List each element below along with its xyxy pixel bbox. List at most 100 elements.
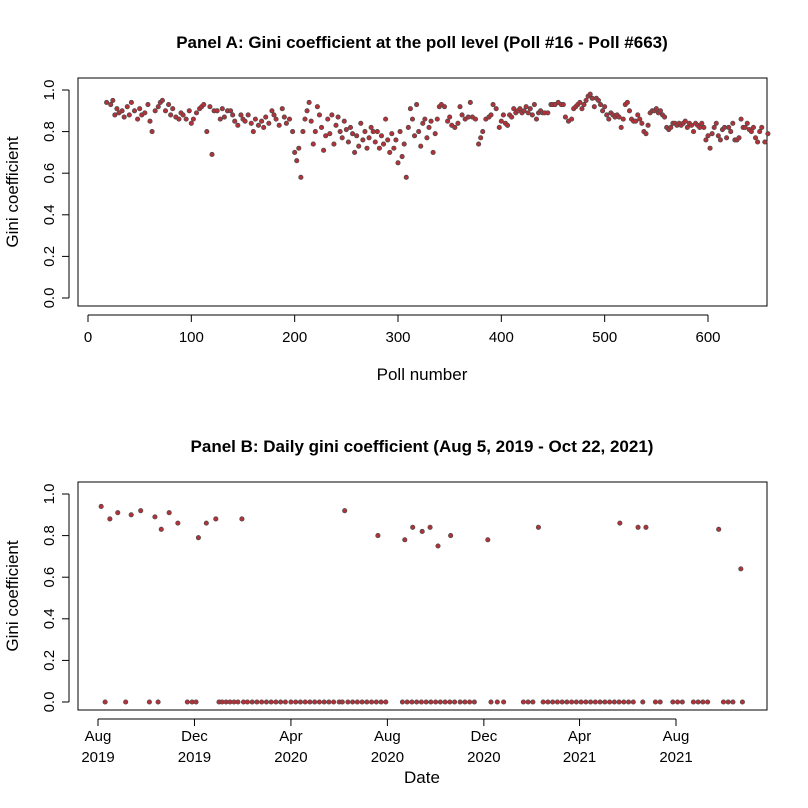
data-point (583, 699, 589, 705)
data-point (559, 699, 565, 705)
data-point (249, 699, 255, 705)
data-point (331, 699, 337, 705)
data-point (282, 699, 288, 705)
data-point (302, 116, 308, 122)
panel-a-title: Panel A: Gini coefficient at the poll le… (176, 33, 668, 52)
data-point (245, 112, 251, 118)
y-tick-label: 0.8 (41, 121, 58, 142)
x-tick-label: 2020 (274, 749, 307, 766)
data-point (142, 110, 148, 116)
data-point (170, 106, 176, 112)
data-point (186, 108, 192, 114)
data-point (711, 124, 717, 130)
data-point (684, 124, 690, 130)
panel-b-y-axis-label: Gini coefficient (3, 540, 22, 651)
y-tick-label: 1.0 (41, 80, 58, 101)
data-point (278, 699, 284, 705)
data-point (757, 129, 763, 135)
data-point (207, 104, 213, 110)
data-point (195, 535, 201, 541)
data-point (755, 139, 761, 145)
panel-a-x-axis-label: Poll number (377, 365, 468, 384)
data-point (531, 102, 537, 108)
y-tick-label: 0.0 (41, 288, 58, 309)
data-point (342, 508, 348, 514)
data-point (750, 124, 757, 130)
data-point (602, 104, 608, 110)
data-point (166, 510, 172, 516)
y-tick-label: 0.6 (41, 163, 58, 184)
data-point (159, 97, 165, 103)
data-point (145, 102, 151, 108)
data-point (533, 116, 540, 122)
data-point (765, 131, 771, 137)
data-point (573, 699, 579, 705)
data-point (184, 699, 190, 705)
data-point (321, 147, 327, 153)
data-point (471, 699, 477, 705)
data-point (500, 112, 506, 118)
data-point (266, 120, 272, 126)
y-tick-label: 0.4 (41, 608, 58, 629)
data-point (447, 114, 453, 120)
data-point (569, 116, 575, 122)
data-point (662, 114, 668, 120)
data-point (426, 124, 432, 130)
data-point (762, 139, 768, 145)
data-point (378, 133, 385, 139)
data-point (730, 699, 736, 705)
data-point (493, 106, 499, 112)
data-point (193, 699, 199, 705)
data-point (520, 699, 526, 705)
data-point (452, 699, 458, 705)
y-tick-label: 0.6 (41, 567, 58, 588)
panel-b: Panel B: Daily gini coefficient (Aug 5, … (3, 437, 768, 787)
x-tick-label: Apr (279, 728, 302, 745)
data-point (626, 699, 632, 705)
data-point (155, 699, 161, 705)
data-point (434, 116, 440, 122)
data-point (175, 520, 181, 526)
data-point (155, 104, 161, 110)
data-point (166, 102, 172, 108)
data-point (248, 120, 254, 126)
data-point (509, 114, 515, 120)
data-point (690, 699, 696, 705)
data-point (290, 129, 296, 135)
data-point (496, 124, 502, 130)
data-point (569, 699, 575, 705)
x-tick-label: 2019 (178, 749, 211, 766)
data-point (457, 104, 463, 110)
data-point (752, 135, 759, 141)
data-point (485, 537, 491, 543)
data-point (530, 699, 536, 705)
x-tick-label: Aug (374, 728, 401, 745)
data-point (467, 99, 473, 106)
data-point (635, 524, 641, 530)
data-point (744, 120, 750, 126)
data-point (588, 699, 594, 705)
data-point (476, 141, 482, 147)
data-point (715, 133, 721, 139)
data-point (418, 699, 424, 705)
data-point (281, 114, 287, 120)
data-point (653, 106, 659, 112)
data-point (721, 124, 728, 130)
data-point (312, 129, 318, 135)
data-point (318, 124, 325, 130)
data-point (517, 106, 523, 112)
data-point (679, 699, 685, 705)
data-point (364, 699, 370, 705)
data-point (399, 154, 405, 160)
data-point (255, 122, 262, 128)
data-point (730, 120, 736, 126)
data-point (695, 699, 701, 705)
data-point (430, 149, 436, 155)
data-point (422, 116, 428, 122)
data-point (219, 106, 225, 112)
data-point (668, 124, 674, 130)
data-point (435, 543, 441, 549)
data-point (621, 699, 627, 705)
data-point (323, 133, 329, 139)
